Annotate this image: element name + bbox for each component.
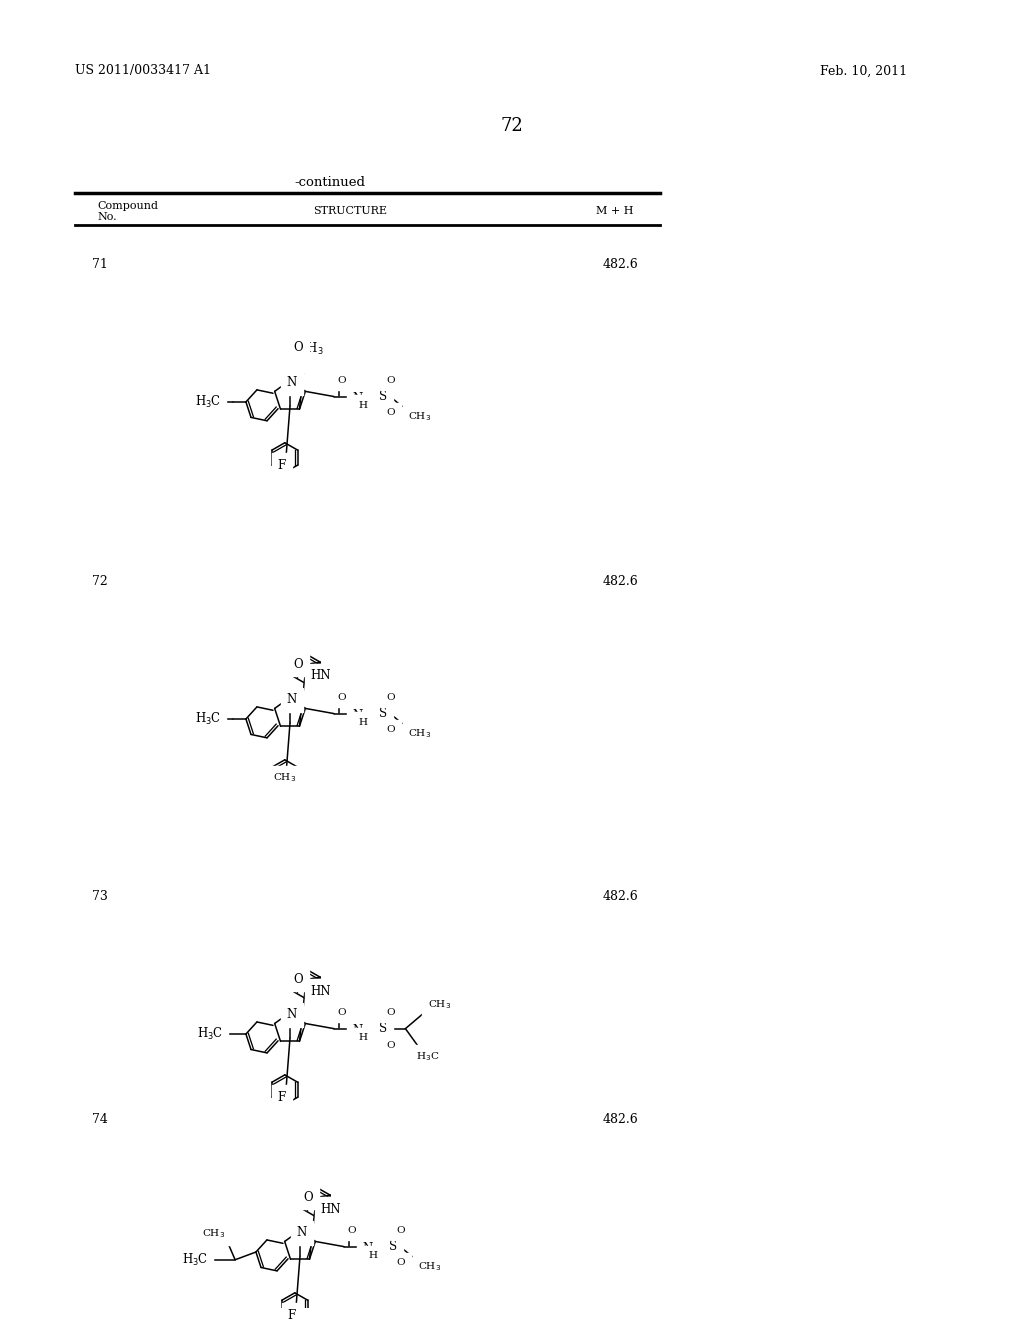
Text: S: S (379, 708, 387, 721)
Text: S: S (379, 389, 387, 403)
Text: O: O (294, 341, 303, 354)
Text: H: H (358, 1034, 368, 1041)
Text: F: F (278, 776, 286, 788)
Text: N: N (352, 1024, 362, 1038)
Text: STRUCTURE: STRUCTURE (313, 206, 387, 216)
Text: HN: HN (310, 985, 331, 998)
Text: 482.6: 482.6 (603, 890, 639, 903)
Text: O: O (396, 1226, 406, 1234)
Text: O: O (387, 726, 395, 734)
Text: O: O (294, 973, 303, 986)
Text: HN: HN (310, 669, 331, 682)
Text: O: O (347, 1226, 356, 1234)
Text: 71: 71 (92, 257, 108, 271)
Text: CH$_3$: CH$_3$ (273, 772, 296, 784)
Text: N: N (362, 1242, 373, 1255)
Text: US 2011/0033417 A1: US 2011/0033417 A1 (75, 65, 211, 78)
Text: -continued: -continued (295, 177, 366, 189)
Text: No.: No. (97, 213, 117, 222)
Text: N: N (352, 709, 362, 722)
Text: N: N (287, 693, 297, 706)
Text: CH$_3$: CH$_3$ (298, 341, 325, 356)
Text: HN: HN (321, 1203, 341, 1216)
Text: O: O (338, 693, 346, 702)
Text: O: O (387, 1040, 395, 1049)
Text: H: H (369, 1251, 377, 1261)
Text: H$_3$C: H$_3$C (195, 711, 221, 727)
Text: CH$_3$: CH$_3$ (409, 727, 431, 741)
Text: H$_3$C: H$_3$C (197, 1026, 223, 1041)
Text: M + H: M + H (596, 206, 634, 216)
Text: 74: 74 (92, 1113, 108, 1126)
Text: CH$_3$: CH$_3$ (409, 411, 431, 424)
Text: H$_3$C: H$_3$C (417, 1051, 440, 1064)
Text: O: O (387, 376, 395, 384)
Text: N: N (352, 392, 362, 405)
Text: N: N (287, 1008, 297, 1022)
Text: H: H (303, 358, 312, 367)
Text: CH$_3$: CH$_3$ (428, 998, 451, 1011)
Text: O: O (396, 1258, 406, 1267)
Text: 482.6: 482.6 (603, 1113, 639, 1126)
Text: H$_3$C: H$_3$C (181, 1251, 208, 1267)
Text: F: F (278, 1090, 286, 1104)
Text: O: O (338, 376, 346, 384)
Text: H: H (358, 401, 368, 411)
Text: 73: 73 (92, 890, 108, 903)
Text: N: N (297, 1226, 307, 1239)
Text: 72: 72 (501, 117, 523, 135)
Text: Compound: Compound (97, 201, 158, 211)
Text: H$_3$C: H$_3$C (195, 393, 221, 411)
Text: 482.6: 482.6 (603, 257, 639, 271)
Text: O: O (294, 657, 303, 671)
Text: O: O (338, 1007, 346, 1016)
Text: H: H (358, 718, 368, 727)
Text: Feb. 10, 2011: Feb. 10, 2011 (820, 65, 907, 78)
Text: CH$_3$: CH$_3$ (418, 1261, 441, 1274)
Text: N: N (308, 354, 318, 367)
Text: O: O (387, 1007, 395, 1016)
Text: CH$_3$: CH$_3$ (202, 1228, 225, 1239)
Text: 72: 72 (92, 574, 108, 587)
Text: F: F (288, 1308, 296, 1320)
Text: O: O (387, 693, 395, 702)
Text: S: S (389, 1239, 397, 1253)
Text: N: N (287, 376, 297, 389)
Text: 482.6: 482.6 (603, 574, 639, 587)
Text: O: O (304, 1191, 313, 1204)
Text: S: S (379, 1022, 387, 1035)
Text: O: O (387, 408, 395, 417)
Text: F: F (278, 458, 286, 471)
